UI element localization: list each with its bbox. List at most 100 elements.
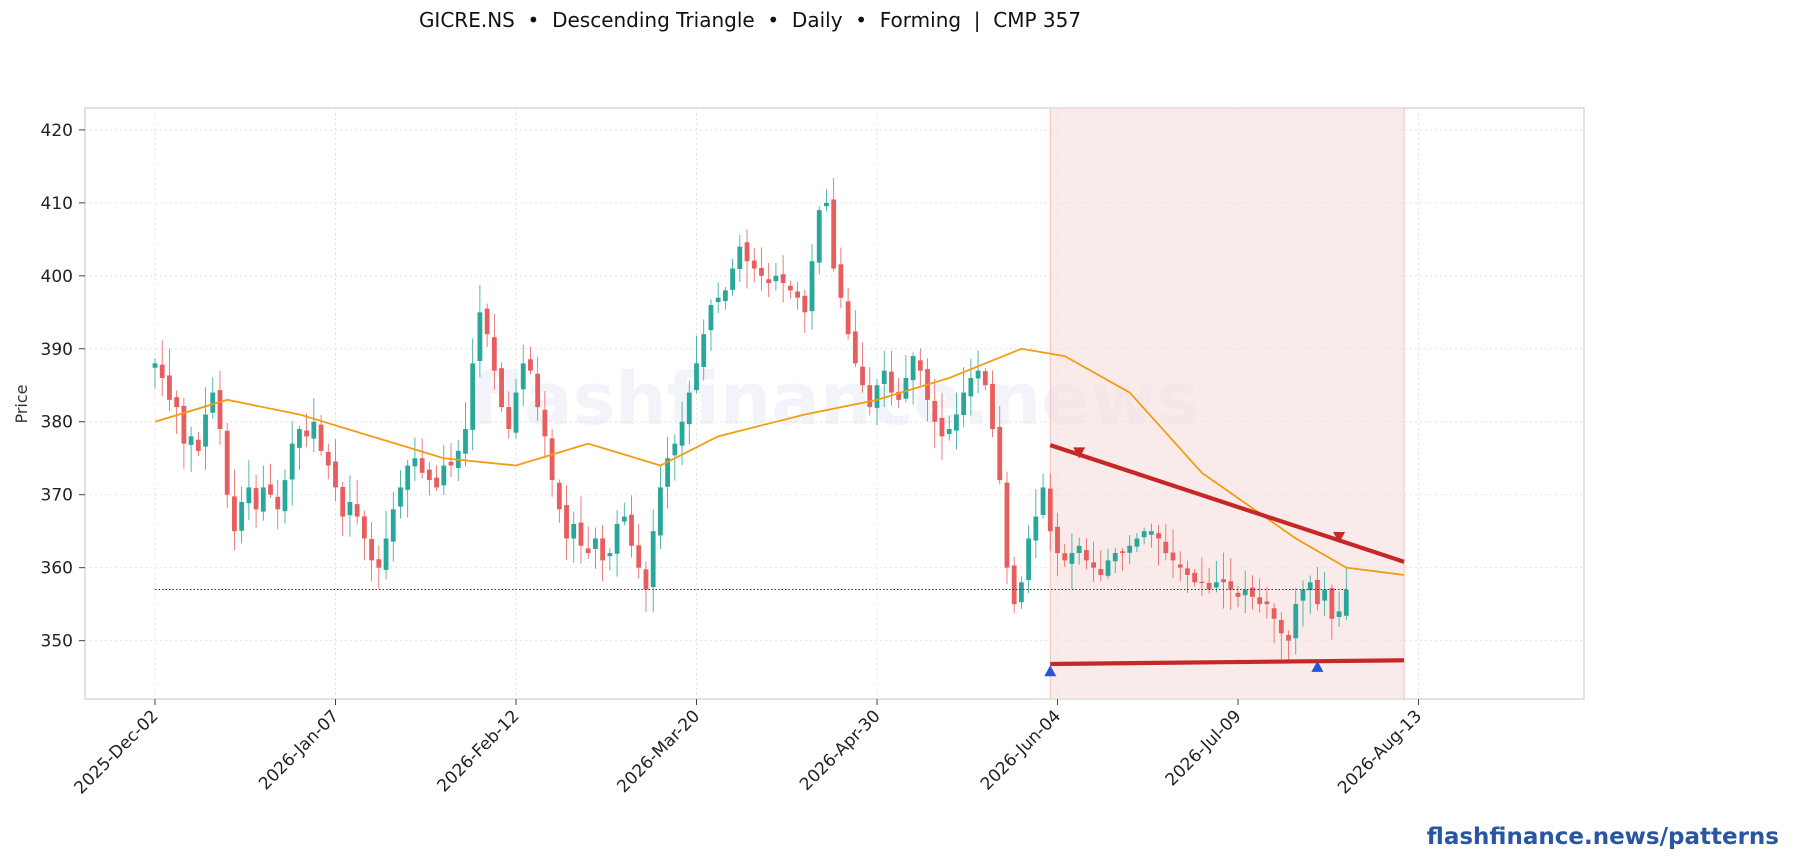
- y-tick-label: 390: [41, 340, 73, 360]
- candle-body: [910, 356, 916, 381]
- candle-body: [571, 523, 577, 539]
- candle-body: [1040, 487, 1046, 515]
- candle-body: [737, 246, 743, 270]
- candle-body: [239, 502, 245, 531]
- candle-body: [903, 377, 909, 399]
- candle-body: [600, 538, 606, 561]
- candle-body: [838, 264, 844, 298]
- candle-body: [463, 429, 468, 454]
- candle-body: [1019, 582, 1024, 603]
- candle-body: [484, 308, 490, 335]
- candle-body: [564, 505, 569, 539]
- candle-body: [1069, 553, 1075, 564]
- chart-title: GICRE.NS • Descending Triangle • Daily •…: [418, 8, 1082, 32]
- candle-body: [614, 523, 620, 554]
- candle-body: [1286, 634, 1291, 641]
- candle-body: [744, 242, 750, 262]
- candle-body: [506, 407, 512, 430]
- y-tick-label: 400: [41, 267, 73, 287]
- swing-low-marker: [1311, 660, 1324, 672]
- candle-body: [1055, 526, 1060, 554]
- candle-body: [1185, 568, 1190, 575]
- candle-body: [1026, 538, 1032, 581]
- candle-body: [520, 363, 526, 390]
- candle-body: [990, 383, 995, 430]
- candle-body: [766, 279, 772, 284]
- x-tick-label: 2026-Aug-13: [1334, 706, 1426, 798]
- candle-body: [1206, 582, 1212, 590]
- candle-body: [369, 539, 374, 561]
- swing-low-marker: [1044, 665, 1057, 677]
- candle-body: [311, 421, 317, 439]
- candle-body: [816, 210, 822, 263]
- candle-body: [824, 202, 829, 207]
- candle-body: [1264, 601, 1270, 605]
- candle-body: [629, 514, 634, 546]
- candle-body: [426, 469, 432, 481]
- candles-layer: [152, 177, 1349, 662]
- candle-body: [1250, 587, 1255, 597]
- candle-body: [181, 405, 187, 444]
- candle-body: [1170, 552, 1176, 561]
- candle-body: [304, 430, 310, 437]
- candle-body: [1156, 533, 1161, 539]
- candle-body: [333, 461, 338, 488]
- candle-body: [470, 363, 476, 430]
- candle-body: [1278, 620, 1284, 634]
- candle-body: [152, 363, 158, 368]
- candle-body: [1083, 549, 1089, 561]
- resistance-line: [1049, 443, 1405, 564]
- pattern-zone-layer: [1049, 108, 1405, 699]
- candle-body: [795, 291, 800, 298]
- candle-body: [1315, 579, 1320, 605]
- candle-body: [881, 370, 887, 385]
- brand-link[interactable]: flashfinance.news/patterns: [1426, 824, 1779, 850]
- candle-body: [297, 429, 302, 448]
- candle-body: [975, 370, 981, 379]
- candle-body: [1105, 560, 1111, 576]
- candle-body: [167, 375, 172, 400]
- pattern-zone: [1050, 108, 1405, 699]
- candle-body: [556, 482, 562, 510]
- candle-body: [224, 430, 230, 495]
- candle-body: [289, 443, 295, 480]
- candle-body: [1112, 553, 1118, 562]
- x-tick-label: 2026-Feb-12: [434, 706, 524, 796]
- candle-body: [809, 261, 815, 312]
- candle-body: [1235, 592, 1241, 597]
- candle-body: [621, 516, 627, 522]
- candle-body: [658, 487, 663, 536]
- candle-body: [361, 516, 367, 539]
- candle-body: [1300, 589, 1306, 601]
- support-line: [1050, 658, 1405, 667]
- candle-body: [889, 371, 894, 393]
- candle-body: [932, 400, 938, 422]
- candle-body: [1257, 597, 1263, 605]
- candle-body: [398, 487, 403, 507]
- candle-body: [159, 364, 165, 378]
- x-tick-label: 2026-Apr-30: [796, 706, 884, 794]
- candle-body: [1329, 588, 1335, 619]
- candle-body: [1120, 551, 1125, 554]
- candle-body: [1141, 531, 1147, 538]
- candle-body: [318, 424, 324, 451]
- candle-body: [773, 275, 779, 282]
- candle-body: [578, 522, 584, 546]
- x-tick-label: 2026-Jan-07: [255, 706, 343, 794]
- candle-body: [607, 553, 613, 557]
- y-tick-label: 420: [41, 121, 73, 141]
- candle-body: [347, 502, 353, 516]
- candle-body: [477, 312, 483, 361]
- candle-body: [412, 458, 418, 467]
- candle-body: [354, 504, 360, 517]
- candle-body: [1322, 589, 1328, 601]
- candle-body: [672, 443, 678, 456]
- candle-body: [982, 371, 988, 386]
- candle-body: [708, 305, 714, 331]
- overlay-layer: [154, 347, 1405, 677]
- candle-body: [874, 385, 880, 408]
- candle-body: [636, 545, 642, 568]
- candle-body: [268, 484, 273, 495]
- candle-body: [593, 538, 598, 549]
